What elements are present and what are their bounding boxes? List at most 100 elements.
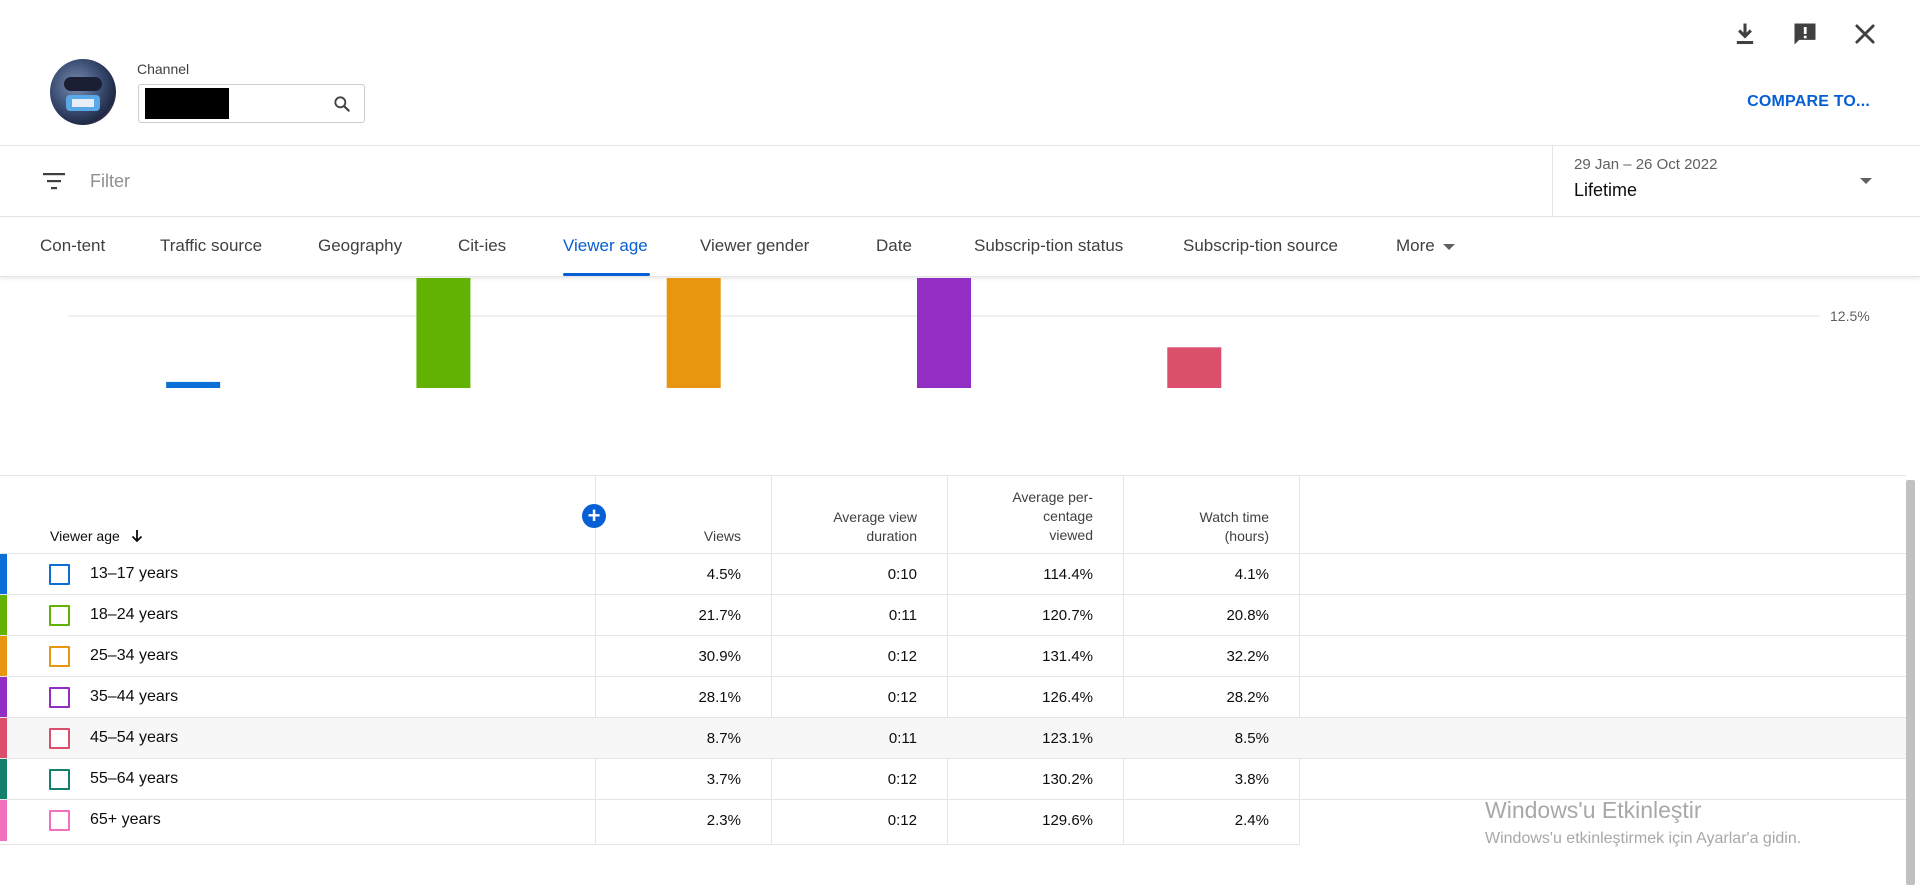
cell-avd: 0:12 bbox=[887, 771, 917, 788]
channel-label: Channel bbox=[137, 61, 190, 77]
cell-apv: 120.7% bbox=[1042, 607, 1093, 624]
table-row[interactable]: 35–44 years 28.1% 0:12 126.4% 28.2% bbox=[0, 676, 1906, 718]
row-label: 65+ years bbox=[90, 811, 161, 828]
bar[interactable] bbox=[416, 278, 471, 388]
column-header-avg-percentage-viewed[interactable]: Average per- centage viewed bbox=[952, 488, 1093, 545]
table-row[interactable]: 18–24 years 21.7% 0:11 120.7% 20.8% bbox=[0, 594, 1906, 636]
column-header-avg-view-duration[interactable]: Average view duration bbox=[776, 508, 917, 546]
row-checkbox[interactable] bbox=[49, 605, 70, 626]
filter-input[interactable]: Filter bbox=[90, 171, 130, 191]
viewer-age-chart: 12.5%0.0%13–17 years18–24 years25–34 yea… bbox=[0, 278, 1920, 388]
column-header-line: Average per- bbox=[1012, 489, 1093, 505]
chevron-down-icon bbox=[1442, 243, 1455, 250]
compare-to-button[interactable]: COMPARE TO... bbox=[1747, 93, 1870, 110]
row-label: 55–64 years bbox=[90, 770, 179, 787]
row-label: 35–44 years bbox=[90, 688, 179, 705]
date-range-dropdown[interactable]: 29 Jan – 26 Oct 2022 Lifetime bbox=[1552, 146, 1920, 217]
table-row[interactable]: 13–17 years 4.5% 0:10 114.4% 4.1% bbox=[0, 553, 1906, 595]
channel-search-input[interactable] bbox=[138, 84, 365, 123]
search-icon[interactable] bbox=[332, 94, 352, 114]
row-label: 45–54 years bbox=[90, 729, 179, 746]
header: Channel COMPARE TO... bbox=[0, 0, 1920, 146]
column-header-line: centage bbox=[1043, 508, 1093, 524]
tab-date[interactable]: Date bbox=[876, 236, 912, 255]
row-color-indicator bbox=[0, 718, 7, 759]
tab-viewer-gender[interactable]: Viewer gender bbox=[700, 236, 810, 255]
column-header-line: Watch time bbox=[1199, 509, 1270, 525]
cell-avd: 0:10 bbox=[887, 566, 917, 583]
row-label: 25–34 years bbox=[90, 647, 179, 664]
row-color-indicator bbox=[0, 595, 7, 636]
scrollbar[interactable] bbox=[1906, 480, 1915, 885]
bar[interactable] bbox=[166, 381, 221, 388]
table-row[interactable]: 55–64 years 3.7% 0:12 130.2% 3.8% bbox=[0, 758, 1906, 800]
column-header-line: viewed bbox=[1049, 527, 1093, 543]
row-checkbox[interactable] bbox=[49, 769, 70, 790]
cell-views: 21.7% bbox=[698, 607, 741, 624]
cell-apv: 129.6% bbox=[1042, 812, 1093, 829]
add-column-button[interactable]: + bbox=[582, 504, 606, 528]
arrow-down-icon bbox=[131, 530, 142, 543]
tab-geography[interactable]: Geography bbox=[318, 236, 403, 255]
bar[interactable] bbox=[917, 278, 971, 388]
row-checkbox[interactable] bbox=[49, 687, 70, 708]
tab-more-label: More bbox=[1396, 236, 1435, 255]
tab-subscription-status[interactable]: Subscrip-tion status bbox=[974, 236, 1124, 255]
cell-apv: 126.4% bbox=[1042, 689, 1093, 706]
bar[interactable] bbox=[666, 278, 721, 388]
column-header-line: Average view bbox=[833, 509, 917, 525]
row-label: 13–17 years bbox=[90, 565, 179, 582]
redacted-channel-name bbox=[145, 88, 229, 119]
cell-views: 8.7% bbox=[706, 730, 741, 747]
cell-avd: 0:11 bbox=[888, 730, 917, 747]
row-checkbox[interactable] bbox=[49, 564, 70, 585]
cell-wt: 28.2% bbox=[1226, 689, 1269, 706]
column-header-views[interactable]: Views bbox=[703, 528, 741, 544]
column-header-viewer-age[interactable]: Viewer age bbox=[50, 528, 144, 544]
date-period-selected: Lifetime bbox=[1574, 180, 1638, 200]
chevron-down-icon bbox=[1860, 178, 1872, 184]
cell-avd: 0:12 bbox=[887, 648, 917, 665]
row-checkbox[interactable] bbox=[49, 728, 70, 749]
table-row[interactable]: 45–54 years 8.7% 0:11 123.1% 8.5% bbox=[0, 717, 1906, 759]
column-header-line: (hours) bbox=[1224, 528, 1269, 544]
cell-avd: 0:12 bbox=[887, 689, 917, 706]
bar-chart: 12.5%0.0%13–17 years18–24 years25–34 yea… bbox=[68, 278, 1870, 388]
close-icon[interactable] bbox=[1851, 20, 1879, 48]
tab-more[interactable]: More bbox=[1396, 236, 1455, 256]
bar[interactable] bbox=[1167, 347, 1222, 388]
download-icon[interactable] bbox=[1731, 20, 1759, 48]
table-row[interactable]: 65+ years 2.3% 0:12 129.6% 2.4% bbox=[0, 799, 1906, 841]
column-header-watch-time[interactable]: Watch time (hours) bbox=[1128, 508, 1270, 546]
row-color-indicator bbox=[0, 800, 7, 841]
table-row[interactable]: 25–34 years 30.9% 0:12 131.4% 32.2% bbox=[0, 635, 1906, 677]
column-header-line: duration bbox=[866, 528, 917, 544]
cell-wt: 3.8% bbox=[1234, 771, 1269, 788]
cell-wt: 32.2% bbox=[1226, 648, 1269, 665]
channel-avatar bbox=[50, 59, 116, 125]
date-range-text: 29 Jan – 26 Oct 2022 bbox=[1574, 156, 1718, 173]
row-color-indicator bbox=[0, 554, 7, 595]
cell-views: 4.5% bbox=[706, 566, 741, 583]
windows-activation-title: Windows'u Etkinleştir bbox=[1485, 797, 1702, 823]
tab-subscription-source[interactable]: Subscrip-tion source bbox=[1183, 236, 1338, 255]
cell-apv: 114.4% bbox=[1043, 566, 1093, 583]
cell-views: 2.3% bbox=[706, 812, 741, 829]
active-tab-indicator bbox=[563, 273, 650, 276]
row-color-indicator bbox=[0, 677, 7, 718]
cell-avd: 0:11 bbox=[888, 607, 917, 624]
tab-content[interactable]: Con-tent bbox=[40, 236, 106, 255]
filter-icon[interactable] bbox=[42, 172, 66, 190]
cell-wt: 8.5% bbox=[1234, 730, 1269, 747]
tab-viewer-age[interactable]: Viewer age bbox=[563, 236, 648, 255]
tab-traffic-source[interactable]: Traffic source bbox=[160, 236, 263, 255]
row-checkbox[interactable] bbox=[49, 646, 70, 667]
y-tick-label: 12.5% bbox=[1830, 308, 1870, 324]
feedback-icon[interactable] bbox=[1791, 20, 1819, 48]
row-checkbox[interactable] bbox=[49, 810, 70, 831]
cell-wt: 4.1% bbox=[1234, 566, 1269, 583]
tab-cities[interactable]: Cit-ies bbox=[458, 236, 507, 255]
cell-avd: 0:12 bbox=[887, 812, 917, 829]
cell-apv: 130.2% bbox=[1042, 771, 1093, 788]
row-color-indicator bbox=[0, 636, 7, 677]
